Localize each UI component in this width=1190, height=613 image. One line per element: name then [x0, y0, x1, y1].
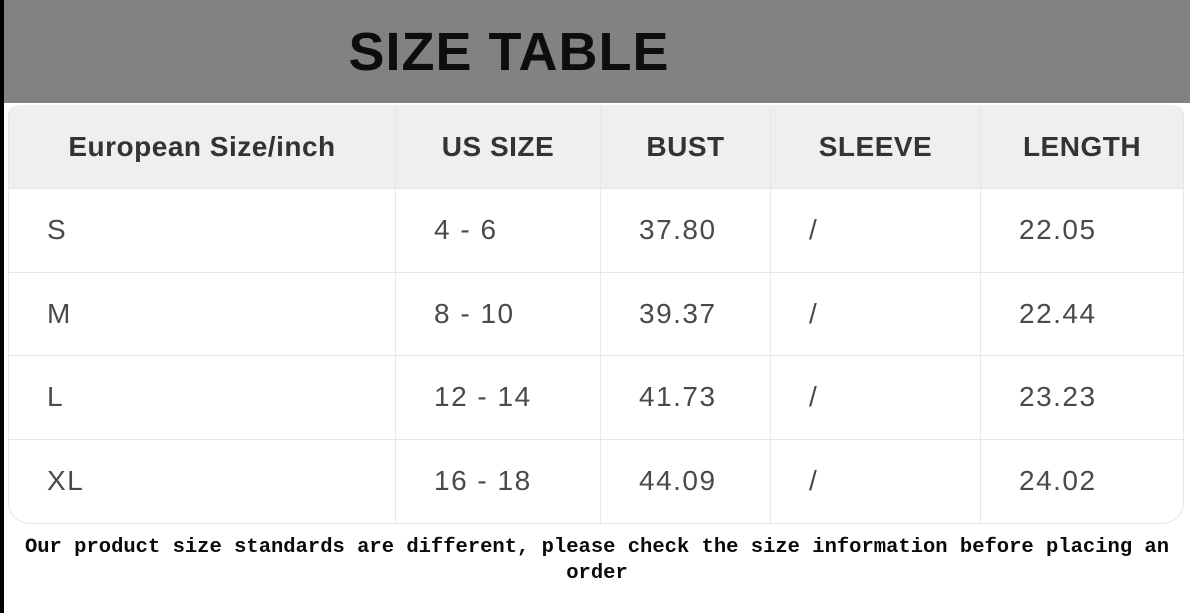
column-header-european-size: European Size/inch: [9, 105, 396, 189]
cell-sleeve: /: [771, 189, 981, 273]
table-row-m: M 8 - 10 39.37 / 22.44: [9, 272, 1183, 356]
cell-us-size: 12 - 14: [396, 356, 601, 440]
cell-length: 22.44: [981, 273, 1183, 356]
table-row-s: S 4 - 6 37.80 / 22.05: [9, 189, 1183, 273]
table-row-l: L 12 - 14 41.73 / 23.23: [9, 356, 1183, 440]
cell-size: L: [9, 356, 396, 440]
cell-sleeve: /: [771, 439, 981, 523]
cell-sleeve: /: [771, 356, 981, 440]
table-row-xl: XL 16 - 18 44.09 / 24.02: [9, 439, 1183, 523]
cell-bust: 37.80: [601, 189, 771, 273]
column-header-length: LENGTH: [981, 105, 1183, 189]
column-header-bust: BUST: [601, 105, 771, 189]
cell-sleeve: /: [771, 272, 981, 356]
cell-size: S: [9, 189, 396, 273]
size-table: European Size/inch US SIZE BUST SLEEVE L…: [8, 105, 1184, 524]
cell-bust: 39.37: [601, 272, 771, 356]
page-title: SIZE TABLE: [348, 21, 670, 82]
cell-bust: 44.09: [601, 439, 771, 523]
cell-us-size: 16 - 18: [396, 439, 601, 523]
cell-bust: 41.73: [601, 356, 771, 440]
cell-size: XL: [9, 439, 396, 523]
footer-note: Our product size standards are different…: [24, 536, 1170, 585]
cell-length: 23.23: [981, 356, 1183, 440]
column-header-us-size: US SIZE: [396, 105, 601, 189]
cell-us-size: 8 - 10: [396, 272, 601, 356]
table-header-row: European Size/inch US SIZE BUST SLEEVE L…: [9, 105, 1183, 189]
title-banner: SIZE TABLE: [4, 0, 1190, 103]
cell-us-size: 4 - 6: [396, 189, 601, 273]
column-header-sleeve: SLEEVE: [771, 105, 981, 189]
cell-length: 22.05: [981, 189, 1183, 273]
cell-size: M: [9, 272, 396, 356]
cell-length: 24.02: [1019, 465, 1097, 497]
